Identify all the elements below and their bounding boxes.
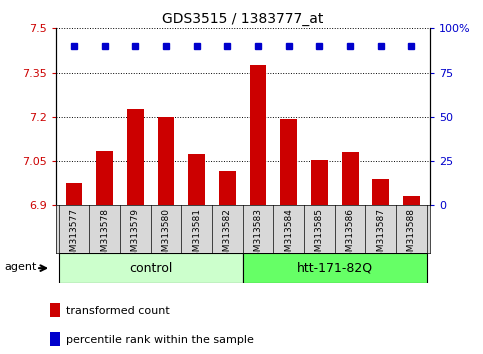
Text: GSM313588: GSM313588 <box>407 208 416 263</box>
Text: GSM313583: GSM313583 <box>254 208 263 263</box>
Bar <box>311 160 328 205</box>
Text: GSM313587: GSM313587 <box>376 208 385 263</box>
Bar <box>66 183 83 205</box>
Bar <box>188 154 205 205</box>
FancyBboxPatch shape <box>243 253 427 283</box>
Bar <box>250 65 267 205</box>
Text: percentile rank within the sample: percentile rank within the sample <box>66 335 254 345</box>
Text: GSM313578: GSM313578 <box>100 208 109 263</box>
Text: transformed count: transformed count <box>66 306 170 316</box>
Title: GDS3515 / 1383777_at: GDS3515 / 1383777_at <box>162 12 324 26</box>
Bar <box>280 119 297 205</box>
Text: GSM313579: GSM313579 <box>131 208 140 263</box>
Bar <box>96 151 113 205</box>
Text: GSM313584: GSM313584 <box>284 208 293 263</box>
Bar <box>127 109 144 205</box>
Text: GSM313581: GSM313581 <box>192 208 201 263</box>
Text: htt-171-82Q: htt-171-82Q <box>297 262 373 275</box>
Bar <box>372 179 389 205</box>
Bar <box>219 171 236 205</box>
Text: GSM313586: GSM313586 <box>346 208 355 263</box>
Text: GSM313585: GSM313585 <box>315 208 324 263</box>
FancyBboxPatch shape <box>58 253 243 283</box>
Text: GSM313582: GSM313582 <box>223 208 232 263</box>
Bar <box>50 332 60 346</box>
Bar <box>403 196 420 205</box>
Text: GSM313577: GSM313577 <box>70 208 78 263</box>
Bar <box>157 117 174 205</box>
Text: GSM313580: GSM313580 <box>161 208 170 263</box>
Text: agent: agent <box>4 262 37 272</box>
Text: control: control <box>129 262 172 275</box>
Bar <box>341 152 358 205</box>
Bar <box>50 303 60 317</box>
